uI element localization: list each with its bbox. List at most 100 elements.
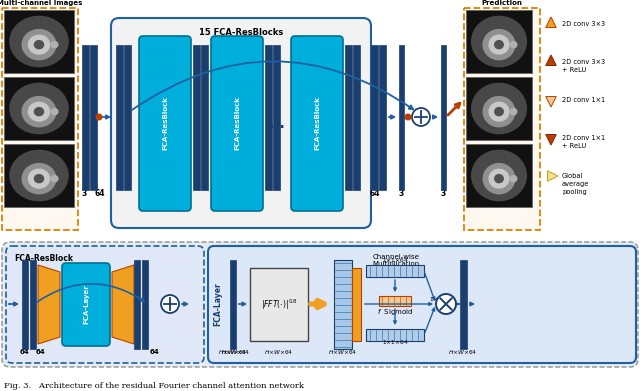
Ellipse shape bbox=[50, 41, 59, 48]
Text: 64: 64 bbox=[20, 349, 30, 355]
Bar bbox=[134, 260, 140, 349]
Ellipse shape bbox=[471, 16, 527, 67]
Bar bbox=[4, 144, 74, 207]
Bar bbox=[124, 45, 131, 190]
Text: FCA-Layer: FCA-Layer bbox=[214, 282, 223, 326]
Bar bbox=[30, 260, 36, 349]
Ellipse shape bbox=[471, 150, 527, 201]
Bar bbox=[353, 45, 360, 190]
Bar bbox=[193, 45, 200, 190]
Bar bbox=[441, 45, 446, 190]
Text: $H{\times}W{\times}64$: $H{\times}W{\times}64$ bbox=[449, 348, 477, 356]
Text: 2D conv 1×1: 2D conv 1×1 bbox=[562, 135, 605, 141]
Text: $H{\times}W{\times}64$: $H{\times}W{\times}64$ bbox=[328, 348, 358, 356]
Ellipse shape bbox=[488, 34, 509, 55]
Bar bbox=[379, 45, 386, 190]
Bar bbox=[22, 260, 28, 349]
Ellipse shape bbox=[34, 40, 44, 49]
Text: $1{\times}1{\times}64$: $1{\times}1{\times}64$ bbox=[381, 338, 408, 346]
Text: Multi-channel Images: Multi-channel Images bbox=[0, 0, 83, 6]
Polygon shape bbox=[546, 135, 556, 145]
Bar bbox=[466, 77, 532, 140]
Circle shape bbox=[161, 295, 179, 313]
Ellipse shape bbox=[34, 107, 44, 117]
Text: 15 FCA-ResBlocks: 15 FCA-ResBlocks bbox=[199, 28, 283, 37]
Bar bbox=[460, 260, 467, 349]
Text: $1{\times}1{\times}64$: $1{\times}1{\times}64$ bbox=[381, 256, 408, 264]
Text: average: average bbox=[562, 181, 589, 187]
Ellipse shape bbox=[488, 102, 509, 122]
Text: $1{\times}1{\times}4$: $1{\times}1{\times}4$ bbox=[429, 295, 452, 303]
FancyBboxPatch shape bbox=[291, 36, 343, 211]
Text: + ReLU: + ReLU bbox=[562, 67, 586, 73]
Ellipse shape bbox=[509, 175, 518, 183]
Polygon shape bbox=[546, 17, 556, 27]
Text: FCA-ResBlock: FCA-ResBlock bbox=[162, 97, 168, 151]
Bar bbox=[399, 45, 404, 190]
Ellipse shape bbox=[50, 108, 59, 115]
FancyBboxPatch shape bbox=[211, 36, 263, 211]
Text: FCA-Layer: FCA-Layer bbox=[83, 285, 89, 325]
Text: $f$  Sigmoid: $f$ Sigmoid bbox=[377, 307, 413, 317]
Polygon shape bbox=[38, 265, 60, 344]
Ellipse shape bbox=[494, 40, 504, 49]
Ellipse shape bbox=[483, 29, 515, 60]
Bar bbox=[201, 45, 208, 190]
Text: 3: 3 bbox=[440, 189, 445, 198]
Text: $H{\times}W{\times}64$: $H{\times}W{\times}64$ bbox=[218, 348, 248, 356]
Ellipse shape bbox=[509, 108, 518, 115]
Ellipse shape bbox=[28, 169, 50, 189]
Ellipse shape bbox=[509, 41, 518, 48]
Ellipse shape bbox=[488, 169, 509, 189]
Ellipse shape bbox=[494, 107, 504, 117]
Text: 64: 64 bbox=[95, 189, 105, 198]
Ellipse shape bbox=[9, 150, 68, 201]
Bar bbox=[379, 296, 411, 306]
Bar bbox=[82, 45, 89, 190]
Bar bbox=[4, 10, 74, 73]
Text: $H{\times}W{\times}64$: $H{\times}W{\times}64$ bbox=[221, 348, 251, 356]
Text: FCA-ResBlock: FCA-ResBlock bbox=[14, 254, 73, 263]
Bar bbox=[2, 8, 78, 230]
Ellipse shape bbox=[22, 29, 56, 60]
Text: $|FFT(\cdot)|^{0.8}$: $|FFT(\cdot)|^{0.8}$ bbox=[260, 297, 298, 312]
Circle shape bbox=[404, 113, 412, 120]
Ellipse shape bbox=[50, 175, 59, 183]
Text: FCA-ResBlock: FCA-ResBlock bbox=[234, 97, 240, 151]
Text: Fig. 3.   Architecture of the residual Fourier channel attention network
(RFCAN): Fig. 3. Architecture of the residual Fou… bbox=[4, 382, 319, 391]
Circle shape bbox=[436, 294, 456, 314]
Ellipse shape bbox=[28, 102, 50, 122]
Text: FCA-ResBlock: FCA-ResBlock bbox=[314, 97, 320, 151]
Ellipse shape bbox=[28, 34, 50, 55]
Polygon shape bbox=[112, 265, 134, 344]
FancyBboxPatch shape bbox=[208, 246, 636, 363]
Bar bbox=[466, 144, 532, 207]
Ellipse shape bbox=[9, 16, 68, 67]
Bar bbox=[366, 329, 424, 341]
Text: 64: 64 bbox=[370, 189, 380, 198]
Text: Global: Global bbox=[562, 173, 584, 179]
Text: 3: 3 bbox=[81, 189, 86, 198]
Text: 2D conv 3×3: 2D conv 3×3 bbox=[562, 59, 605, 65]
FancyBboxPatch shape bbox=[2, 242, 638, 367]
Bar bbox=[464, 8, 540, 230]
Bar bbox=[371, 45, 378, 190]
Text: $H{\times}W{\times}64$: $H{\times}W{\times}64$ bbox=[264, 348, 294, 356]
Bar bbox=[352, 268, 361, 341]
Bar bbox=[250, 268, 308, 341]
Text: 64: 64 bbox=[150, 349, 160, 355]
Bar bbox=[466, 10, 532, 73]
Polygon shape bbox=[546, 55, 556, 66]
Ellipse shape bbox=[483, 163, 515, 194]
Bar bbox=[334, 260, 352, 349]
Ellipse shape bbox=[34, 174, 44, 183]
FancyBboxPatch shape bbox=[6, 246, 204, 363]
Text: Prediction: Prediction bbox=[481, 0, 522, 6]
Text: 2D conv 1×1: 2D conv 1×1 bbox=[562, 97, 605, 103]
Text: 2D conv 3×3: 2D conv 3×3 bbox=[562, 21, 605, 27]
Text: 64: 64 bbox=[35, 349, 45, 355]
Ellipse shape bbox=[22, 96, 56, 127]
FancyBboxPatch shape bbox=[111, 18, 371, 228]
Ellipse shape bbox=[22, 163, 56, 194]
Text: Channel-wise
Multiplication: Channel-wise Multiplication bbox=[372, 254, 420, 267]
